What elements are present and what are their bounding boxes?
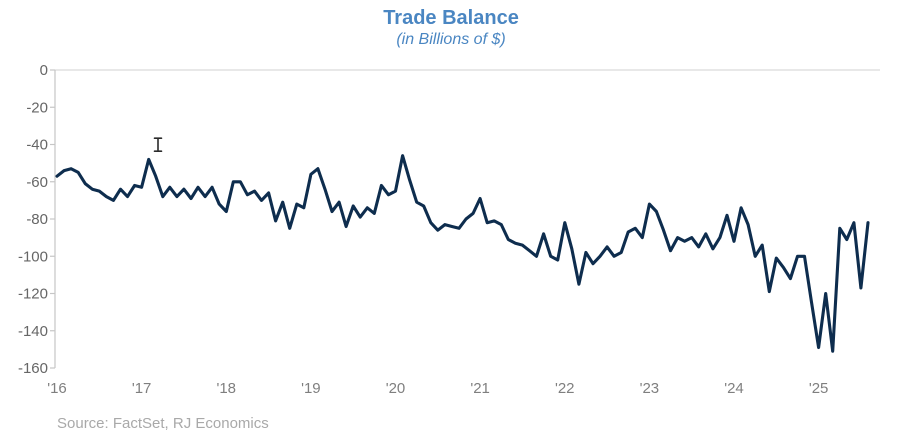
x-axis-tick-label: '17 [132,380,152,397]
chart-header: Trade Balance (in Billions of $) [0,6,902,50]
x-axis-tick-label: '21 [470,380,490,397]
x-axis-tick-label: '16 [47,380,67,397]
x-axis-tick-label: '25 [809,380,829,397]
data-line-layer [55,154,870,353]
y-axis-tick-label: -160 [18,360,48,377]
y-axis-tick-label: -140 [18,323,48,340]
x-axis-tick-label: '19 [301,380,321,397]
y-axis: 0 -20 -40 -60 -80 -100 -120 -140 -160 [18,62,56,377]
chart-title: Trade Balance [383,7,519,29]
x-axis-tick-label: '18 [216,380,236,397]
x-axis-tick-label: '20 [386,380,406,397]
x-axis-tick-label: '22 [555,380,575,397]
y-axis-tick-label: -100 [18,248,48,265]
chart-subtitle: (in Billions of $) [396,31,506,48]
y-axis-tick-label: 0 [40,62,48,79]
x-axis-tick-label: '23 [640,380,660,397]
x-axis: '16 '17 '18 '19 '20 '21 '22 '23 '24 '25 [47,380,828,397]
y-axis-tick-label: -40 [26,137,48,154]
y-axis-tick-label: -120 [18,286,48,303]
y-axis-tick-label: -60 [26,174,48,191]
text-cursor-icon [153,137,163,152]
source-note: Source: FactSet, RJ Economics [57,415,269,432]
y-axis-tick-label: -20 [26,99,48,116]
trade-balance-line [55,154,870,353]
y-axis-tick-label: -80 [26,211,48,228]
x-axis-tick-label: '24 [724,380,744,397]
